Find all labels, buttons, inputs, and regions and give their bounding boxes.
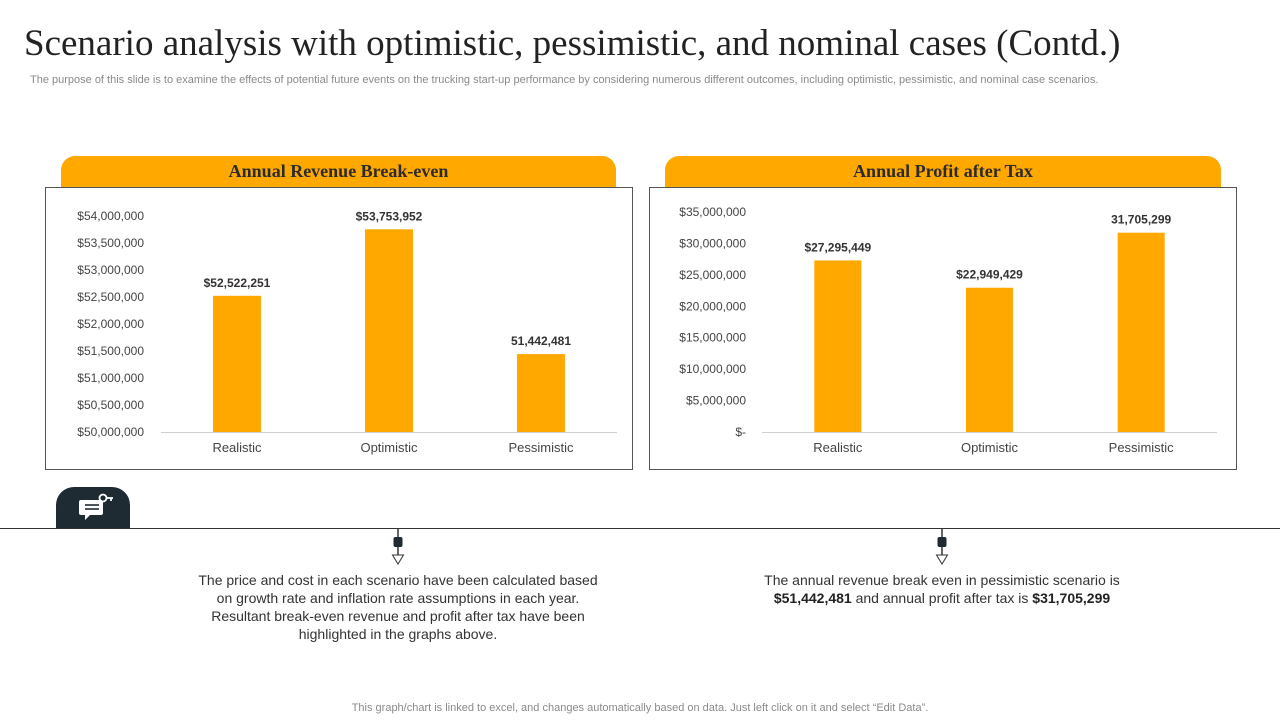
y-tick-label: $-	[735, 425, 746, 439]
y-tick-label: $25,000,000	[679, 268, 746, 282]
y-tick-label: $10,000,000	[679, 362, 746, 376]
page-subtitle: The purpose of this slide is to examine …	[30, 74, 1099, 86]
y-tick-label: $35,000,000	[679, 205, 746, 219]
y-tick-label: $51,500,000	[77, 344, 144, 358]
data-label-realistic: $52,522,251	[204, 276, 271, 290]
bar-pessimistic[interactable]	[517, 354, 565, 432]
note-right-value2: $31,705,299	[1032, 590, 1111, 606]
data-label-optimistic: $22,949,429	[956, 268, 1023, 282]
note-icon	[79, 493, 113, 520]
page-title: Scenario analysis with optimistic, pessi…	[24, 23, 1121, 64]
y-tick-label: $50,500,000	[77, 398, 144, 412]
revenue-chart-box[interactable]: $50,000,000 $50,500,000 $51,000,000 $51,500…	[45, 187, 633, 470]
footer-note: This graph/chart is linked to excel, and…	[351, 702, 929, 714]
bar-realistic[interactable]	[814, 260, 862, 432]
note-left: The price and cost in each scenario have…	[198, 572, 598, 642]
note-right: The annual revenue break even in pessimi…	[742, 571, 1142, 607]
y-tick-label: $20,000,000	[679, 299, 746, 313]
y-tick-label: $54,000,000	[77, 209, 144, 223]
note-right-value1: $51,442,481	[773, 590, 852, 606]
bar-optimistic[interactable]	[966, 287, 1013, 432]
y-tick-label: $51,000,000	[77, 371, 144, 385]
data-label-pessimistic: 51,442,481	[511, 334, 571, 348]
bar-pessimistic[interactable]	[1117, 232, 1165, 432]
x-tick-label-pessimistic: Pessimistic	[1109, 440, 1175, 455]
profit-chart-box[interactable]: $- $5,000,000 $10,000,000 $15,000,000 $20,00…	[649, 187, 1237, 470]
timeline-divider	[0, 528, 1280, 529]
note-right-middle: and annual profit after tax is	[851, 590, 1033, 606]
x-tick-label-optimistic: Optimistic	[961, 440, 1019, 455]
y-tick-label: $50,000,000	[77, 425, 144, 439]
bar-optimistic[interactable]	[365, 229, 413, 432]
data-label-realistic: $27,295,449	[804, 240, 871, 254]
x-tick-label-realistic: Realistic	[212, 440, 262, 455]
y-tick-label: $53,000,000	[77, 263, 144, 277]
x-tick-label-optimistic: Optimistic	[360, 440, 418, 455]
revenue-break-even-chart: $50,000,000 $50,500,000 $51,000,000 $51,500…	[77, 209, 617, 455]
y-tick-label: $52,500,000	[77, 290, 144, 304]
y-tick-label: $15,000,000	[679, 331, 746, 345]
y-tick-label: $52,000,000	[77, 317, 144, 331]
data-label-pessimistic: 31,705,299	[1111, 213, 1171, 227]
profit-chart-header: Annual Profit after Tax	[665, 156, 1221, 188]
y-tick-label: $30,000,000	[679, 236, 746, 250]
timeline-pin-left	[391, 529, 405, 565]
timeline-pin-right	[935, 529, 949, 565]
note-icon-box	[56, 487, 130, 529]
note-right-prefix: The annual revenue break even in pessimi…	[764, 572, 1120, 588]
data-label-optimistic: $53,753,952	[356, 209, 423, 223]
x-tick-label-realistic: Realistic	[813, 440, 863, 455]
y-tick-label: $5,000,000	[686, 394, 746, 408]
bar-realistic[interactable]	[213, 295, 261, 432]
revenue-chart-header: Annual Revenue Break-even	[61, 156, 616, 188]
profit-after-tax-chart: $- $5,000,000 $10,000,000 $15,000,000 $20,00…	[679, 205, 1217, 455]
y-tick-label: $53,500,000	[77, 236, 144, 250]
x-tick-label-pessimistic: Pessimistic	[508, 440, 574, 455]
